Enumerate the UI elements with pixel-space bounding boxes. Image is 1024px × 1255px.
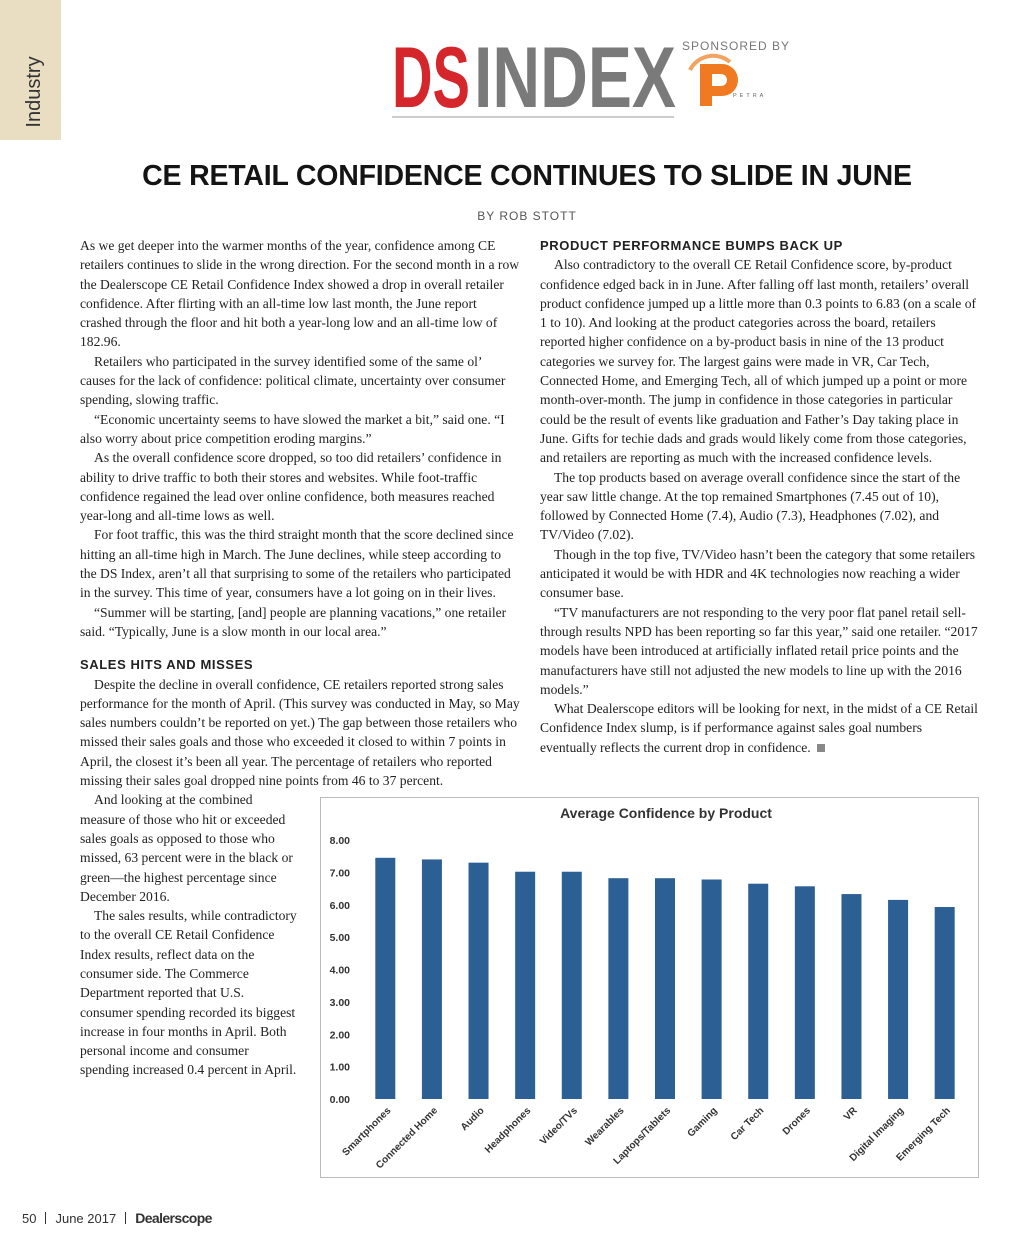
paragraph: Also contradictory to the overall CE Ret… xyxy=(540,255,980,467)
bar xyxy=(608,878,629,1099)
section-label: Industry xyxy=(23,56,45,127)
bar xyxy=(468,862,489,1099)
paragraph: “Summer will be starting, [and] people a… xyxy=(80,603,520,642)
section-heading: PRODUCT PERFORMANCE BUMPS BACK UP xyxy=(540,238,843,253)
bar xyxy=(934,907,955,1099)
y-tick-label: 8.00 xyxy=(330,835,351,847)
paragraph-text: “Economic uncertainty seems to have slow… xyxy=(80,411,505,446)
paragraph-text: Despite the decline in overall confidenc… xyxy=(80,676,520,789)
paragraph: Despite the decline in overall confidenc… xyxy=(80,675,520,791)
paragraph-text: What Dealerscope editors will be looking… xyxy=(540,701,978,755)
chart-title: Average Confidence by Product xyxy=(560,805,772,821)
y-tick-label: 2.00 xyxy=(330,1029,351,1041)
issue-date: June 2017 xyxy=(55,1210,117,1226)
paragraph: And looking at the combined measure of t… xyxy=(80,790,520,906)
paragraph-text: For foot traffic, this was the third str… xyxy=(80,527,514,601)
bar xyxy=(421,859,442,1099)
page-number: 50 xyxy=(22,1210,37,1226)
header-graphics: Industry DS INDEX SPONSORED BY PETRA xyxy=(0,0,790,140)
paragraph-text: The sales results, while contradictory t… xyxy=(80,908,297,1078)
y-tick-label: 5.00 xyxy=(330,932,351,944)
separator xyxy=(125,1212,127,1224)
end-mark xyxy=(816,743,825,752)
bar xyxy=(888,899,909,1099)
section-tab xyxy=(0,0,61,140)
paragraph: “Economic uncertainty seems to have slow… xyxy=(80,410,520,449)
bar xyxy=(701,879,722,1099)
y-tick-label: 3.00 xyxy=(330,997,351,1009)
logo-ds: DS xyxy=(392,30,470,126)
y-tick-label: 6.00 xyxy=(330,900,351,912)
paragraph: For foot traffic, this was the third str… xyxy=(80,525,520,602)
y-tick-label: 7.00 xyxy=(330,867,351,879)
left-column: As we get deeper into the warmer months … xyxy=(80,236,520,1192)
bar xyxy=(748,883,769,1099)
sponsor-logo xyxy=(700,64,738,106)
paragraph-text: Retailers who participated in the survey… xyxy=(80,353,506,408)
right-column: PRODUCT PERFORMANCE BUMPS BACK UP Also c… xyxy=(540,236,980,757)
paragraph-text: Also contradictory to the overall CE Ret… xyxy=(540,257,977,466)
paragraph-text: As the overall confidence score dropped,… xyxy=(80,450,502,524)
paragraph: As the overall confidence score dropped,… xyxy=(80,448,520,525)
sponsor-swoosh xyxy=(688,53,732,71)
paragraph: What Dealerscope editors will be looking… xyxy=(540,699,980,757)
paragraph-text: Though in the top five, TV/Video hasn’t … xyxy=(540,546,976,601)
chart: Average Confidence by Product 0.00 1.00 2.… xyxy=(320,797,979,1178)
paragraph: The sales results, while contradictory t… xyxy=(80,906,520,1080)
paragraph: Retailers who participated in the survey… xyxy=(80,352,520,410)
bar xyxy=(561,871,582,1099)
bar xyxy=(375,857,396,1099)
y-tick-label: 0.00 xyxy=(330,1094,351,1106)
article-title: CE RETAIL CONFIDENCE CONTINUES TO SLIDE … xyxy=(142,160,912,192)
paragraph: Though in the top five, TV/Video hasn’t … xyxy=(540,545,980,603)
bar xyxy=(515,871,536,1099)
bar xyxy=(655,878,675,1099)
logo-index: INDEX xyxy=(474,30,676,126)
sponsor-name: PETRA xyxy=(733,93,766,99)
y-tick-label: 1.00 xyxy=(330,1062,351,1074)
publication: Dealerscope xyxy=(135,1210,212,1226)
bar xyxy=(841,894,862,1099)
paragraph: “TV manufacturers are not responding to … xyxy=(540,603,980,699)
paragraph-text: The top products based on average overal… xyxy=(540,469,961,543)
separator xyxy=(45,1212,47,1224)
footer: 50 June 2017 Dealerscope xyxy=(22,1210,212,1226)
y-tick-label: 4.00 xyxy=(330,965,351,977)
bar xyxy=(794,886,815,1099)
sales-paragraphs: Despite the decline in overall confidenc… xyxy=(80,675,520,1080)
paragraph-text: As we get deeper into the warmer months … xyxy=(80,238,520,350)
product-paragraphs: Also contradictory to the overall CE Ret… xyxy=(540,255,980,757)
paragraph: The top products based on average overal… xyxy=(540,468,980,545)
paragraph-text: “TV manufacturers are not responding to … xyxy=(540,604,978,697)
paragraph-text: “Summer will be starting, [and] people a… xyxy=(80,604,507,639)
left-paragraphs: As we get deeper into the warmer months … xyxy=(80,236,520,641)
byline: BY ROB STOTT xyxy=(477,209,577,223)
paragraph-text: And looking at the combined measure of t… xyxy=(80,792,293,904)
sponsored-by: SPONSORED BY xyxy=(682,39,790,53)
paragraph: As we get deeper into the warmer months … xyxy=(80,236,520,352)
section-heading: SALES HITS AND MISSES xyxy=(80,657,254,673)
